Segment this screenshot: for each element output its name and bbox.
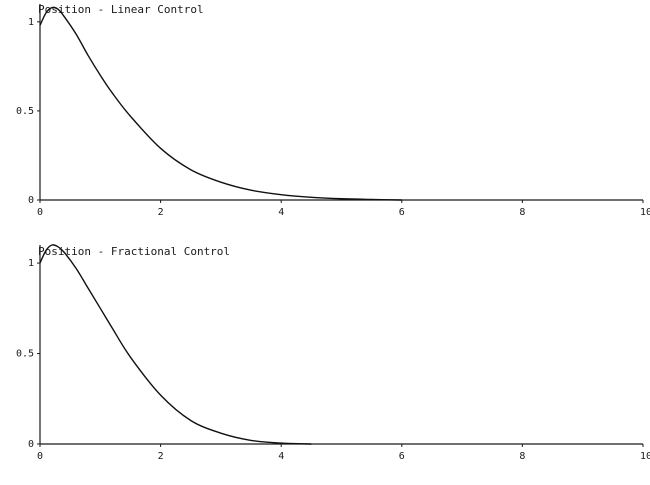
y-tick-label: 1 <box>28 17 34 28</box>
y-tick-label: 0.5 <box>16 349 34 360</box>
x-tick-label: 10 <box>640 451 650 462</box>
y-tick-label: 1 <box>28 258 34 269</box>
x-tick-label: 2 <box>158 451 164 462</box>
x-tick-label: 4 <box>278 451 284 462</box>
x-tick-label: 6 <box>399 451 405 462</box>
y-tick-label: 0 <box>28 195 34 206</box>
x-tick-label: 6 <box>399 207 405 218</box>
chart-2: Position - Fractional Control 0 2 4 6 8 10 0 0.5… <box>16 244 650 462</box>
x-tick-label: 8 <box>519 451 525 462</box>
series-line-1 <box>39 6 402 201</box>
x-tick-label: 4 <box>278 207 284 218</box>
x-tick-label: 2 <box>158 207 164 218</box>
series-line-1 <box>39 244 312 445</box>
chart-1: Position - Linear Control 0 2 4 6 8 10 0 0.5 1 <box>16 3 650 218</box>
x-tick-label: 8 <box>519 207 525 218</box>
chart-title: Position - Linear Control <box>38 3 204 16</box>
x-tick-label: 0 <box>37 207 43 218</box>
y-tick-label: 0.5 <box>16 106 34 117</box>
y-tick-label: 0 <box>28 439 34 450</box>
chart-title: Position - Fractional Control <box>38 245 230 258</box>
x-tick-label: 10 <box>640 207 650 218</box>
x-tick-label: 0 <box>37 451 43 462</box>
